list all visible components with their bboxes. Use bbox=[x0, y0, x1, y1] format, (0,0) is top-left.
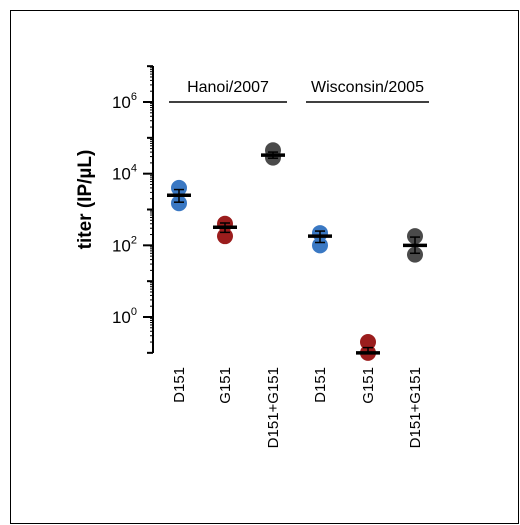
y-axis: 100 102 104 106 bbox=[112, 65, 154, 354]
y-axis-label: titer (IP/µL) bbox=[75, 150, 96, 250]
y-tick-label: 100 bbox=[112, 306, 137, 327]
data-point bbox=[312, 237, 328, 254]
group-label: Wisconsin/2005 bbox=[311, 79, 424, 96]
mean-error-bars bbox=[167, 151, 427, 355]
x-tick-label: D151+G151 bbox=[407, 367, 424, 448]
y-tick-label: 106 bbox=[112, 91, 137, 112]
data-point bbox=[171, 195, 187, 212]
x-tick-label: G151 bbox=[217, 367, 234, 404]
x-tick-labels: D151 G151 D151+G151 D151 G151 D151+G151 bbox=[171, 367, 424, 448]
group-label: Hanoi/2007 bbox=[187, 79, 269, 96]
y-tick-label: 102 bbox=[112, 234, 137, 255]
figure-frame: 100 102 104 106 Hanoi/2007 Wisconsin/2005 D1… bbox=[10, 10, 519, 524]
x-tick-label: D151 bbox=[312, 367, 329, 403]
data-point bbox=[407, 246, 423, 263]
data-points bbox=[171, 142, 423, 361]
data-point bbox=[171, 179, 187, 196]
strain-groups: Hanoi/2007 Wisconsin/2005 bbox=[169, 79, 429, 103]
x-tick-label: G151 bbox=[360, 367, 377, 404]
x-tick-label: D151 bbox=[171, 367, 188, 403]
x-tick-label: D151+G151 bbox=[265, 367, 282, 448]
y-tick-label: 104 bbox=[112, 163, 137, 184]
data-point bbox=[407, 228, 423, 245]
titer-dot-plot: 100 102 104 106 Hanoi/2007 Wisconsin/2005 D1… bbox=[75, 65, 429, 448]
